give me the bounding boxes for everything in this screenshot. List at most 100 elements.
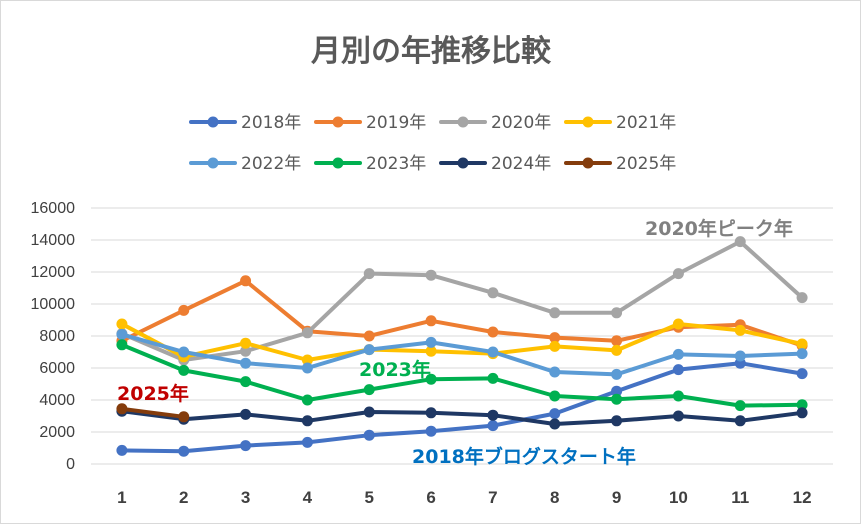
data-point [363, 330, 375, 342]
data-point [425, 373, 437, 385]
data-point [363, 268, 375, 280]
x-tick-label: 6 [426, 488, 435, 507]
data-point [301, 394, 313, 406]
data-point [116, 444, 128, 456]
data-point [611, 344, 623, 356]
data-point [240, 440, 252, 452]
data-point [734, 350, 746, 362]
x-tick-label: 3 [241, 488, 250, 507]
annotation-label: 2025年 [117, 382, 189, 405]
data-point [240, 376, 252, 388]
data-point [425, 425, 437, 437]
data-point [425, 407, 437, 419]
data-point [487, 287, 499, 299]
y-tick-label: 4000 [39, 392, 75, 409]
data-point [549, 332, 561, 344]
data-point [487, 420, 499, 432]
x-tick-label: 5 [365, 488, 374, 507]
legend-item: 2021年 [564, 113, 676, 133]
series-2019年 [116, 275, 808, 352]
legend-swatch-marker [457, 116, 469, 128]
data-point [116, 339, 128, 351]
series-lines [116, 236, 808, 457]
series-line [119, 409, 805, 426]
series-line [119, 361, 805, 454]
data-point [363, 406, 375, 418]
data-point [734, 324, 746, 336]
series-2021年 [116, 318, 808, 366]
data-point [796, 407, 808, 419]
y-tick-label: 12000 [31, 264, 76, 281]
legend-label: 2022年 [241, 154, 301, 174]
legend-item: 2025年 [564, 154, 676, 174]
data-point [425, 269, 437, 281]
x-tick-label: 11 [731, 488, 749, 507]
data-point [734, 400, 746, 412]
data-point [301, 327, 313, 339]
data-point [672, 410, 684, 422]
x-tick-label: 7 [488, 488, 497, 507]
y-tick-label: 16000 [31, 200, 76, 217]
data-point [796, 338, 808, 350]
data-point [672, 348, 684, 360]
data-point [796, 348, 808, 360]
legend-label: 2018年 [241, 113, 301, 133]
x-tick-label: 9 [612, 488, 621, 507]
data-point [672, 390, 684, 402]
data-point [116, 328, 128, 340]
data-point [549, 408, 561, 420]
data-point [549, 418, 561, 430]
x-tick-label: 1 [117, 488, 126, 507]
legend-swatch-marker [457, 157, 469, 169]
data-point [240, 337, 252, 349]
x-tick-label: 2 [179, 488, 188, 507]
series-line [119, 342, 805, 408]
y-tick-label: 6000 [39, 360, 75, 377]
y-tick-label: 10000 [31, 296, 76, 313]
data-point [178, 364, 190, 376]
data-point [611, 415, 623, 427]
data-point [116, 403, 128, 415]
x-axis-ticks: 1 2 3 4 5 6 7 8 9 10 11 12 [117, 488, 811, 507]
y-axis-ticks: 0 2000 4000 6000 8000 10000 12000 14000 16000 [31, 200, 76, 473]
data-point [549, 366, 561, 378]
y-tick-label: 0 [66, 456, 75, 473]
legend-label: 2025年 [616, 154, 676, 174]
legend-label: 2024年 [491, 154, 551, 174]
legend-label: 2020年 [491, 113, 551, 133]
chart-title: 月別の年推移比較 [311, 34, 552, 69]
data-point [178, 445, 190, 457]
data-point [425, 315, 437, 327]
data-point [178, 304, 190, 316]
series-line [119, 239, 805, 362]
data-point [487, 372, 499, 384]
data-point [611, 393, 623, 405]
data-point [611, 368, 623, 380]
data-point [240, 345, 252, 357]
series-2025年 [116, 403, 190, 423]
series-2023年 [116, 339, 808, 412]
data-point [611, 385, 623, 397]
legend-label: 2021年 [616, 113, 676, 133]
data-point [363, 384, 375, 396]
data-point [549, 340, 561, 352]
data-point [487, 409, 499, 421]
data-point [796, 399, 808, 411]
data-point [363, 344, 375, 356]
legend-swatch-marker [582, 157, 594, 169]
series-2018年 [116, 357, 808, 457]
data-point [672, 318, 684, 330]
data-point [796, 368, 808, 380]
data-point [549, 390, 561, 402]
data-point [301, 362, 313, 374]
legend-swatch-marker [207, 116, 219, 128]
legend-swatch-marker [332, 116, 344, 128]
y-tick-label: 2000 [39, 424, 75, 441]
annotation-label: 2018年ブログスタート年 [412, 445, 636, 468]
data-point [734, 415, 746, 427]
legend-item: 2020年 [439, 113, 551, 133]
data-point [301, 354, 313, 366]
data-point [549, 307, 561, 319]
